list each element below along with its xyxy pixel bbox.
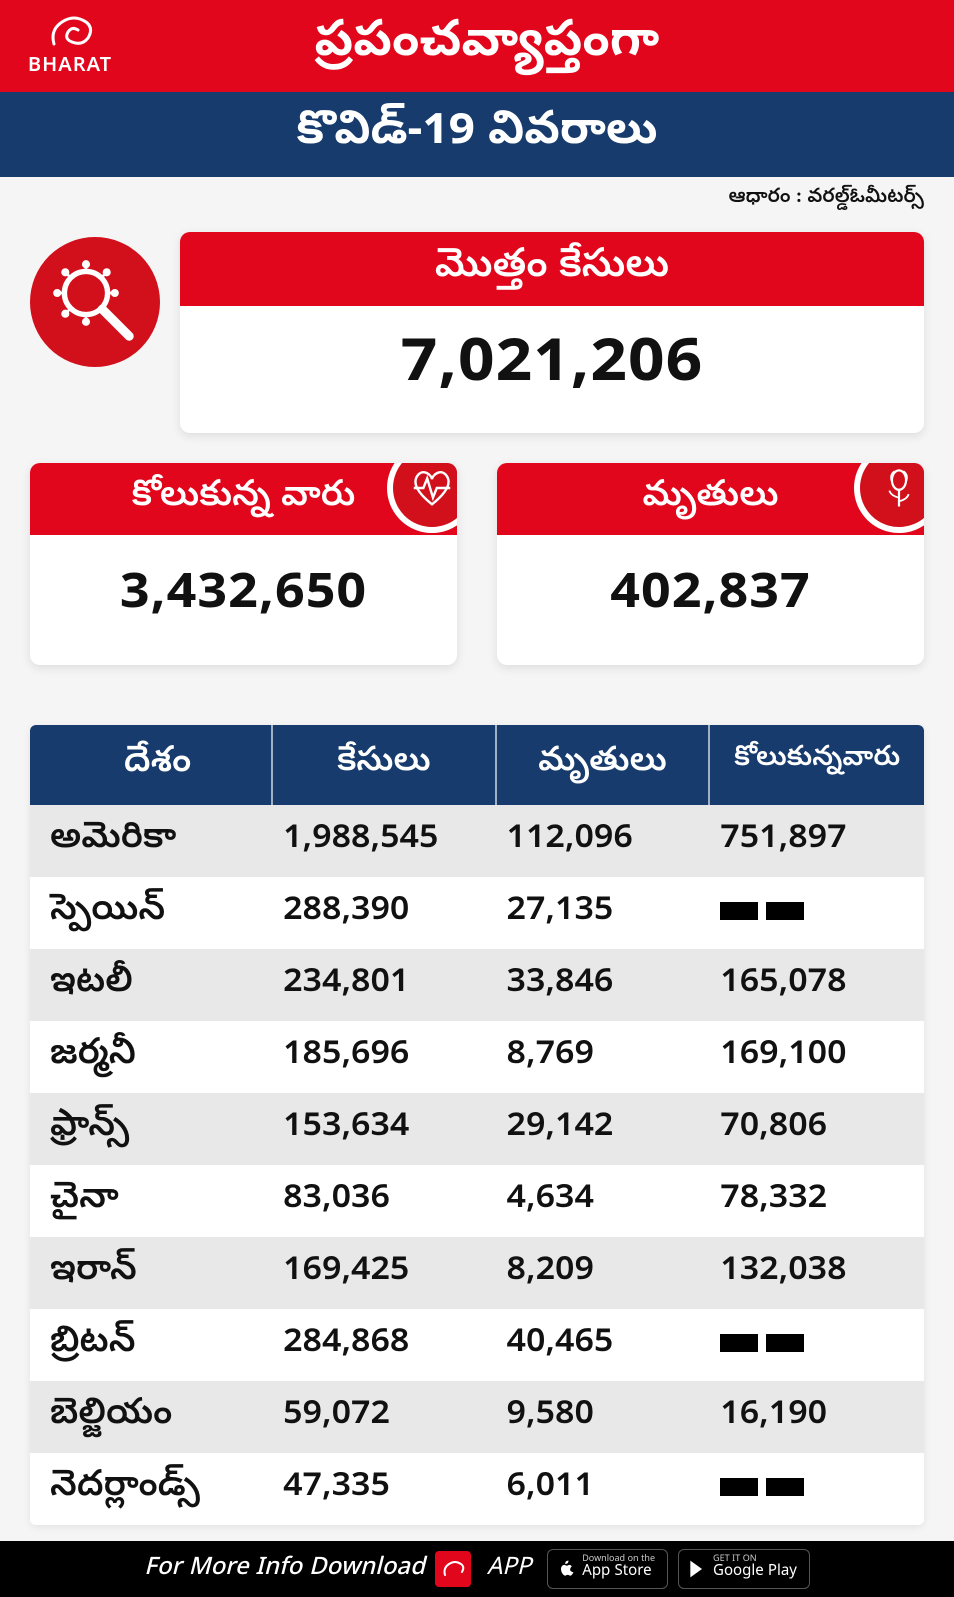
footer-text: For More Info Download: [144, 1553, 425, 1586]
cell-deaths: 4,634: [497, 1166, 711, 1236]
recovered-card: కోలుకున్న వారు 3,432,650: [30, 463, 457, 665]
col-cases: కేసులు: [273, 725, 496, 805]
cell-deaths: 112,096: [497, 806, 711, 876]
cell-deaths: 29,142: [497, 1094, 711, 1164]
table-row: బ్రిటన్284,86840,465: [30, 1309, 924, 1381]
etv-swirl-icon: [46, 12, 94, 52]
cell-cases: 59,072: [273, 1382, 496, 1452]
top-stats-row: మొత్తం కేసులు 7,021,206: [30, 232, 924, 433]
cell-deaths: 6,011: [497, 1454, 711, 1524]
cell-recovered: [710, 1310, 924, 1380]
table-body: అమెరికా1,988,545112,096751,897స్పెయిన్28…: [30, 805, 924, 1525]
cell-deaths: 40,465: [497, 1310, 711, 1380]
table-row: బెల్జియం59,0729,58016,190: [30, 1381, 924, 1453]
cell-recovered: [710, 1454, 924, 1524]
header-blue-bar: కొవిడ్-19 వివరాలు: [0, 92, 954, 177]
recovered-value: 3,432,650: [30, 535, 457, 665]
cell-recovered: 70,806: [710, 1094, 924, 1164]
cell-recovered: 751,897: [710, 806, 924, 876]
cell-cases: 169,425: [273, 1238, 496, 1308]
title-line-1: ప్రపంచవ్యాప్తంగా: [120, 13, 954, 80]
cell-recovered: 78,332: [710, 1166, 924, 1236]
table-row: ఇరాన్169,4258,209132,038: [30, 1237, 924, 1309]
cell-recovered: [710, 878, 924, 948]
country-table: దేశం కేసులు మృతులు కోలుకున్నవారు అమెరికా…: [30, 725, 924, 1525]
cell-deaths: 33,846: [497, 950, 711, 1020]
cell-country: బ్రిటన్: [30, 1309, 273, 1381]
table-row: చైనా83,0364,63478,332: [30, 1165, 924, 1237]
cell-country: జర్మనీ: [30, 1021, 273, 1093]
table-row: ఫ్రాన్స్153,63429,14270,806: [30, 1093, 924, 1165]
cell-country: నెదర్లాండ్స్: [30, 1453, 273, 1525]
play-big: Google Play: [713, 1565, 797, 1582]
virus-search-icon: [30, 237, 160, 367]
cell-recovered: 132,038: [710, 1238, 924, 1308]
cell-recovered: 169,100: [710, 1022, 924, 1092]
footer-bar: For More Info Download APP Download on t…: [0, 1541, 954, 1597]
deaths-card: మృతులు 402,837: [497, 463, 924, 665]
table-row: అమెరికా1,988,545112,096751,897: [30, 805, 924, 877]
cell-deaths: 8,209: [497, 1238, 711, 1308]
cell-country: అమెరికా: [30, 805, 273, 877]
cell-cases: 234,801: [273, 950, 496, 1020]
cell-country: ఇటలీ: [30, 949, 273, 1021]
cell-cases: 185,696: [273, 1022, 496, 1092]
col-deaths: మృతులు: [497, 725, 711, 805]
logo-text: BHARAT: [28, 54, 112, 81]
cell-country: బెల్జియం: [30, 1381, 273, 1453]
cell-cases: 284,868: [273, 1310, 496, 1380]
googleplay-badge[interactable]: GET IT ON Google Play: [678, 1549, 810, 1589]
cell-deaths: 27,135: [497, 878, 711, 948]
cell-deaths: 9,580: [497, 1382, 711, 1452]
total-cases-label: మొత్తం కేసులు: [180, 232, 924, 306]
cell-cases: 153,634: [273, 1094, 496, 1164]
cell-cases: 47,335: [273, 1454, 496, 1524]
table-row: ఇటలీ234,80133,846165,078: [30, 949, 924, 1021]
cell-country: ఫ్రాన్స్: [30, 1093, 273, 1165]
cell-cases: 288,390: [273, 878, 496, 948]
cell-recovered: 165,078: [710, 950, 924, 1020]
footer-brand-icon: [435, 1551, 471, 1587]
header-red-bar: BHARAT ప్రపంచవ్యాప్తంగా: [0, 0, 954, 92]
appstore-big: App Store: [582, 1565, 655, 1582]
source-attribution: ఆధారం : వరల్డ్ఓమీటర్స్: [0, 177, 954, 212]
col-recovered: కోలుకున్నవారు: [710, 725, 924, 805]
cell-country: చైనా: [30, 1165, 273, 1237]
table-header: దేశం కేసులు మృతులు కోలుకున్నవారు: [30, 725, 924, 805]
title-line-2: కొవిడ్-19 వివరాలు: [296, 104, 657, 166]
cell-country: స్పెయిన్: [30, 877, 273, 949]
table-row: జర్మనీ185,6968,769169,100: [30, 1021, 924, 1093]
deaths-value: 402,837: [497, 535, 924, 665]
cell-cases: 1,988,545: [273, 806, 496, 876]
play-icon: [687, 1559, 707, 1579]
cell-country: ఇరాన్: [30, 1237, 273, 1309]
table-row: స్పెయిన్288,39027,135: [30, 877, 924, 949]
total-cases-value: 7,021,206: [180, 306, 924, 433]
appstore-badge[interactable]: Download on the App Store: [547, 1549, 668, 1589]
total-cases-card: మొత్తం కేసులు 7,021,206: [180, 232, 924, 433]
cell-cases: 83,036: [273, 1166, 496, 1236]
stats-area: మొత్తం కేసులు 7,021,206 కోలుకున్న వారు 3…: [0, 212, 954, 705]
two-stats-row: కోలుకున్న వారు 3,432,650 మృతులు 402,837: [30, 463, 924, 665]
apple-icon: [556, 1559, 576, 1579]
cell-deaths: 8,769: [497, 1022, 711, 1092]
app-label: APP: [487, 1553, 531, 1586]
table-row: నెదర్లాండ్స్47,3356,011: [30, 1453, 924, 1525]
brand-logo: BHARAT: [20, 1, 120, 91]
cell-recovered: 16,190: [710, 1382, 924, 1452]
col-country: దేశం: [30, 725, 273, 805]
